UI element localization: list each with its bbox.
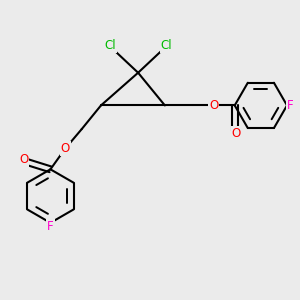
Text: Cl: Cl <box>104 40 116 52</box>
Text: O: O <box>19 153 28 166</box>
Text: Cl: Cl <box>160 40 172 52</box>
Text: F: F <box>47 220 54 233</box>
Text: O: O <box>232 127 241 140</box>
Text: O: O <box>209 99 218 112</box>
Text: F: F <box>287 99 293 112</box>
Text: O: O <box>61 142 70 155</box>
